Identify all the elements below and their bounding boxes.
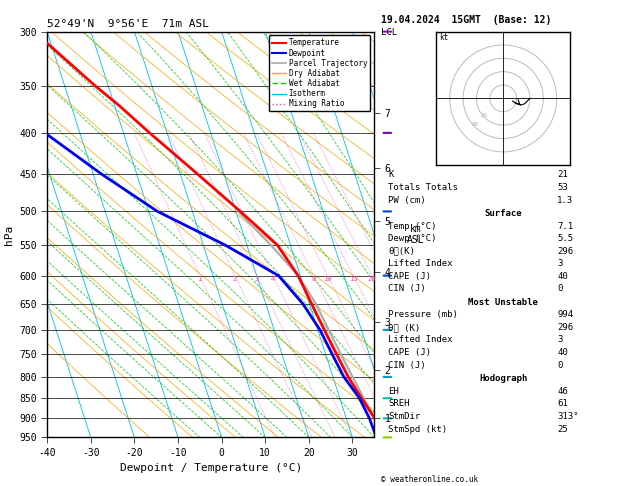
Text: 0: 0 xyxy=(557,284,562,293)
Text: 20: 20 xyxy=(368,276,376,281)
Text: K: K xyxy=(388,170,393,179)
Text: 20: 20 xyxy=(481,113,488,118)
Legend: Temperature, Dewpoint, Parcel Trajectory, Dry Adiabat, Wet Adiabat, Isotherm, Mi: Temperature, Dewpoint, Parcel Trajectory… xyxy=(269,35,370,111)
Text: 5.5: 5.5 xyxy=(557,234,573,243)
Text: 21: 21 xyxy=(557,170,568,179)
Text: θᴘ (K): θᴘ (K) xyxy=(388,323,420,332)
Text: 3: 3 xyxy=(557,259,562,268)
Text: PW (cm): PW (cm) xyxy=(388,195,426,205)
Text: θᴘ(K): θᴘ(K) xyxy=(388,247,415,256)
Text: 4: 4 xyxy=(271,276,275,281)
Text: 30: 30 xyxy=(472,122,479,127)
Text: Temp (°C): Temp (°C) xyxy=(388,222,437,231)
Text: 1.3: 1.3 xyxy=(557,195,573,205)
Text: 2: 2 xyxy=(233,276,237,281)
Text: SREH: SREH xyxy=(388,399,409,408)
Text: 296: 296 xyxy=(557,323,573,332)
Text: 1: 1 xyxy=(198,276,202,281)
Text: LCL: LCL xyxy=(381,28,397,37)
Text: CIN (J): CIN (J) xyxy=(388,284,426,293)
Text: 3: 3 xyxy=(557,335,562,345)
Text: EH: EH xyxy=(388,387,399,396)
Text: 40: 40 xyxy=(557,348,568,357)
Text: CAPE (J): CAPE (J) xyxy=(388,348,431,357)
Text: 52°49'N  9°56'E  71m ASL: 52°49'N 9°56'E 71m ASL xyxy=(47,19,209,30)
Text: 25: 25 xyxy=(557,425,568,434)
Text: 40: 40 xyxy=(557,272,568,281)
Text: 0: 0 xyxy=(557,361,562,369)
Text: CIN (J): CIN (J) xyxy=(388,361,426,369)
Text: 10: 10 xyxy=(323,276,331,281)
Text: 7.1: 7.1 xyxy=(557,222,573,231)
Text: 61: 61 xyxy=(557,399,568,408)
Text: 994: 994 xyxy=(557,310,573,319)
Text: 296: 296 xyxy=(557,247,573,256)
Text: Dewp (°C): Dewp (°C) xyxy=(388,234,437,243)
Text: Most Unstable: Most Unstable xyxy=(468,298,538,307)
Text: 313°: 313° xyxy=(557,412,579,421)
Text: 15: 15 xyxy=(349,276,357,281)
Text: Pressure (mb): Pressure (mb) xyxy=(388,310,458,319)
Text: © weatheronline.co.uk: © weatheronline.co.uk xyxy=(381,474,477,484)
Text: Totals Totals: Totals Totals xyxy=(388,183,458,191)
Text: 8: 8 xyxy=(311,276,316,281)
X-axis label: Dewpoint / Temperature (°C): Dewpoint / Temperature (°C) xyxy=(120,463,302,473)
Text: 53: 53 xyxy=(557,183,568,191)
Text: 19.04.2024  15GMT  (Base: 12): 19.04.2024 15GMT (Base: 12) xyxy=(381,15,551,25)
Text: StmSpd (kt): StmSpd (kt) xyxy=(388,425,447,434)
Text: 46: 46 xyxy=(557,387,568,396)
Text: 3: 3 xyxy=(255,276,259,281)
Text: Lifted Index: Lifted Index xyxy=(388,259,452,268)
Y-axis label: km
ASL: km ASL xyxy=(407,224,425,245)
Text: Surface: Surface xyxy=(484,209,522,218)
Text: Hodograph: Hodograph xyxy=(479,374,527,383)
Text: Lifted Index: Lifted Index xyxy=(388,335,452,345)
Text: kt: kt xyxy=(439,33,448,42)
Text: CAPE (J): CAPE (J) xyxy=(388,272,431,281)
Y-axis label: hPa: hPa xyxy=(4,225,14,244)
Text: StmDir: StmDir xyxy=(388,412,420,421)
